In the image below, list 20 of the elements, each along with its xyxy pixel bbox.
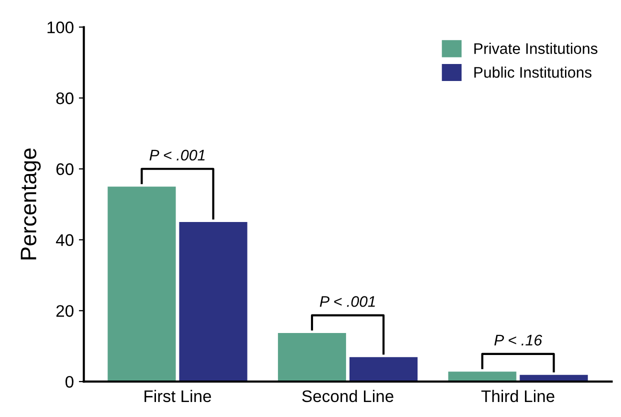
annotation: P < .16: [494, 334, 542, 346]
y-tick-label: 60: [56, 163, 74, 176]
bar: [349, 357, 418, 382]
y-tick-label: 0: [65, 376, 74, 388]
legend-label: Public Institutions: [474, 66, 592, 78]
x-tick-label: Second Line: [302, 390, 394, 402]
bar: [179, 222, 248, 382]
y-tick-label: 20: [56, 305, 74, 317]
y-axis-title: Percentage: [20, 148, 41, 260]
bar: [278, 332, 346, 382]
y-tick-label: 100: [48, 22, 74, 34]
x-tick-label: Third Line: [481, 390, 554, 402]
annotation: P < .001: [150, 150, 205, 161]
annotation: P < .001: [320, 296, 375, 307]
x-tick-label: First Line: [144, 390, 212, 402]
bar: [108, 186, 176, 382]
legend-label: Private Institutions: [474, 42, 598, 54]
bar: [448, 372, 516, 382]
y-tick-label: 80: [56, 92, 74, 104]
y-tick-label: 40: [56, 234, 74, 246]
